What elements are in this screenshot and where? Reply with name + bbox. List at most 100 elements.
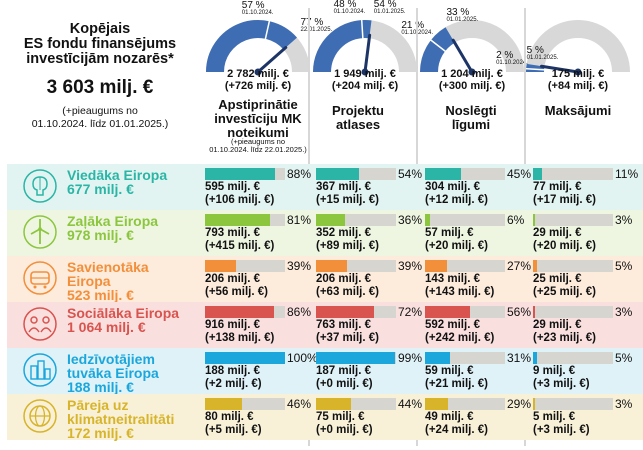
stage-note: (+pieaugums no 01.10.2024. līdz 22.01.20… (209, 137, 307, 154)
bar-track (316, 168, 396, 180)
cell-amount: 49 milj. € (+24 milj. €) (425, 411, 488, 437)
gauge-fill (206, 20, 297, 73)
cell-amount-increase: (+415 milj. €) (205, 240, 275, 252)
cell-amount-value: 763 milj. € (316, 319, 371, 331)
bar-track (533, 260, 613, 272)
bar-percent-label: 3% (615, 213, 633, 227)
bar-track (533, 398, 613, 410)
sector-stage-cell: 29% 49 milj. € (+24 milj. €) (425, 394, 531, 440)
bar-track (205, 168, 285, 180)
bar-percent-label: 88% (287, 167, 312, 181)
bar-percent-label: 3% (615, 305, 633, 319)
gauge-hub (574, 68, 582, 76)
cell-amount: 80 milj. € (+5 milj. €) (205, 411, 262, 437)
people-icon (23, 307, 57, 341)
sector-stage-cell: 88% 595 milj. € (+106 milj. €) (205, 164, 311, 210)
cell-amount-value: 49 milj. € (425, 411, 474, 423)
stage-label: Projektu atlases (331, 103, 384, 132)
bar-percent-label: 27% (507, 259, 532, 273)
bar-fill (205, 168, 276, 180)
sector-stage-cell: 54% 367 milj. € (+15 milj. €) (316, 164, 422, 210)
bar-percent-label: 5% (615, 259, 633, 273)
gauge-date-prev: 01.10.2024. (496, 59, 528, 66)
gauge-amount-increase: (+204 milj. €) (331, 80, 399, 92)
bar-percent-label: 3% (615, 397, 633, 411)
bar-percent-label: 6% (507, 213, 525, 227)
cell-amount-value: 206 milj. € (205, 273, 260, 285)
summary-title: Kopējais ES fondu finansējums investīcij… (23, 21, 177, 67)
sector-stage-cell: 86% 916 milj. € (+138 milj. €) (205, 302, 311, 348)
cell-amount-increase: (+242 milj. €) (425, 332, 495, 344)
bar-fill (425, 306, 470, 318)
cell-amount-increase: (+106 milj. €) (205, 194, 275, 206)
bar-fill (533, 214, 536, 226)
cell-amount: 352 milj. € (+89 milj. €) (316, 227, 379, 253)
sector-stage-cell: 99% 187 milj. € (+0 milj. €) (316, 348, 422, 394)
cell-amount-value: 188 milj. € (205, 365, 260, 377)
gauge-needle (539, 64, 580, 74)
sector-stage-cell: 3% 29 milj. € (+20 milj. €) (533, 210, 633, 256)
gauge-pct-now: 54 % 01.01.2025. (374, 0, 406, 16)
cell-amount: 59 milj. € (+21 milj. €) (425, 365, 488, 391)
gauge-hub (361, 68, 369, 76)
gauge-amount-increase: (+300 milj. €) (438, 80, 506, 92)
bar-fill (205, 260, 237, 272)
bar-percent-label: 99% (398, 351, 423, 365)
gauge-pct-now: 77 % 22.01.2025. (301, 18, 333, 34)
sector-name: Sociālāka Eiropa 1 064 milj. € (67, 305, 180, 335)
cell-amount-value: 592 milj. € (425, 319, 480, 331)
bar-fill (205, 352, 285, 364)
cell-amount: 595 milj. € (+106 milj. €) (205, 181, 274, 207)
cell-amount-value: 367 milj. € (316, 181, 371, 193)
sector-name: Savienotāka Eiropa 523 milj. € (67, 259, 149, 303)
train-icon (23, 261, 57, 295)
bar-percent-label: 5% (615, 351, 633, 365)
bar-track (533, 168, 613, 180)
bar-track (425, 398, 505, 410)
bar-fill (533, 306, 536, 318)
gauge-pct-prev: 2 % 01.10.2024. (496, 50, 528, 67)
bar-fill (316, 306, 374, 318)
sector-row: Viedāka Eiropa 677 milj. € 88% 595 milj. €… (7, 164, 643, 210)
bar-track (316, 214, 396, 226)
city-icon (23, 353, 57, 387)
cell-amount: 763 milj. € (+37 milj. €) (316, 319, 379, 345)
bar-fill (316, 260, 348, 272)
gauge-amount: 175 milj. € (+84 milj. €) (523, 68, 633, 92)
cell-amount: 188 milj. € (+2 milj. €) (205, 365, 262, 391)
sector-stage-cell: 45% 304 milj. € (+12 milj. €) (425, 164, 531, 210)
bar-track (316, 306, 396, 318)
sector-name: Pāreja uz klimatneitralitāti 172 milj. € (67, 397, 175, 441)
cell-amount-increase: (+89 milj. €) (316, 240, 379, 252)
cell-amount-value: 595 milj. € (205, 181, 260, 193)
cell-amount-value: 57 milj. € (425, 227, 474, 239)
cell-amount-increase: (+37 milj. €) (316, 332, 379, 344)
bar-fill (316, 398, 352, 410)
cell-amount-increase: (+21 milj. €) (425, 378, 488, 390)
gauge-pct-prev: 57 % 01.10.2024. (242, 1, 274, 17)
gauge-amount-value: 2 782 milj. € (227, 68, 289, 80)
cell-amount: 29 milj. € (+20 milj. €) (533, 227, 596, 253)
cell-amount-increase: (+138 milj. €) (205, 332, 275, 344)
gauge-prev-marker (264, 20, 271, 40)
gauge-needle (451, 38, 474, 74)
cell-amount: 9 milj. € (+3 milj. €) (533, 365, 590, 391)
sector-stage-cell: 31% 59 milj. € (+21 milj. €) (425, 348, 531, 394)
summary-total: 3 603 milj. € (46, 77, 154, 98)
bar-fill (316, 352, 396, 364)
summary-panel: Kopējais ES fondu finansējums investīcij… (0, 22, 200, 131)
bar-fill (533, 260, 537, 272)
cell-amount-increase: (+20 milj. €) (425, 240, 488, 252)
sector-row: Zaļāka Eiropa 978 milj. €81% 793 milj. €(… (7, 210, 643, 256)
gauge-hub (468, 68, 476, 76)
bar-fill (533, 352, 537, 364)
sector-stage-cell: 5% 25 milj. € (+25 milj. €) (533, 256, 633, 302)
sector-stage-cell: 46% 80 milj. € (+5 milj. €) (205, 394, 311, 440)
gauge-track (526, 20, 630, 73)
bar-track (425, 214, 505, 226)
cell-amount: 916 milj. € (+138 milj. €) (205, 319, 274, 345)
cell-amount: 29 milj. € (+23 milj. €) (533, 319, 596, 345)
bar-track (316, 398, 396, 410)
